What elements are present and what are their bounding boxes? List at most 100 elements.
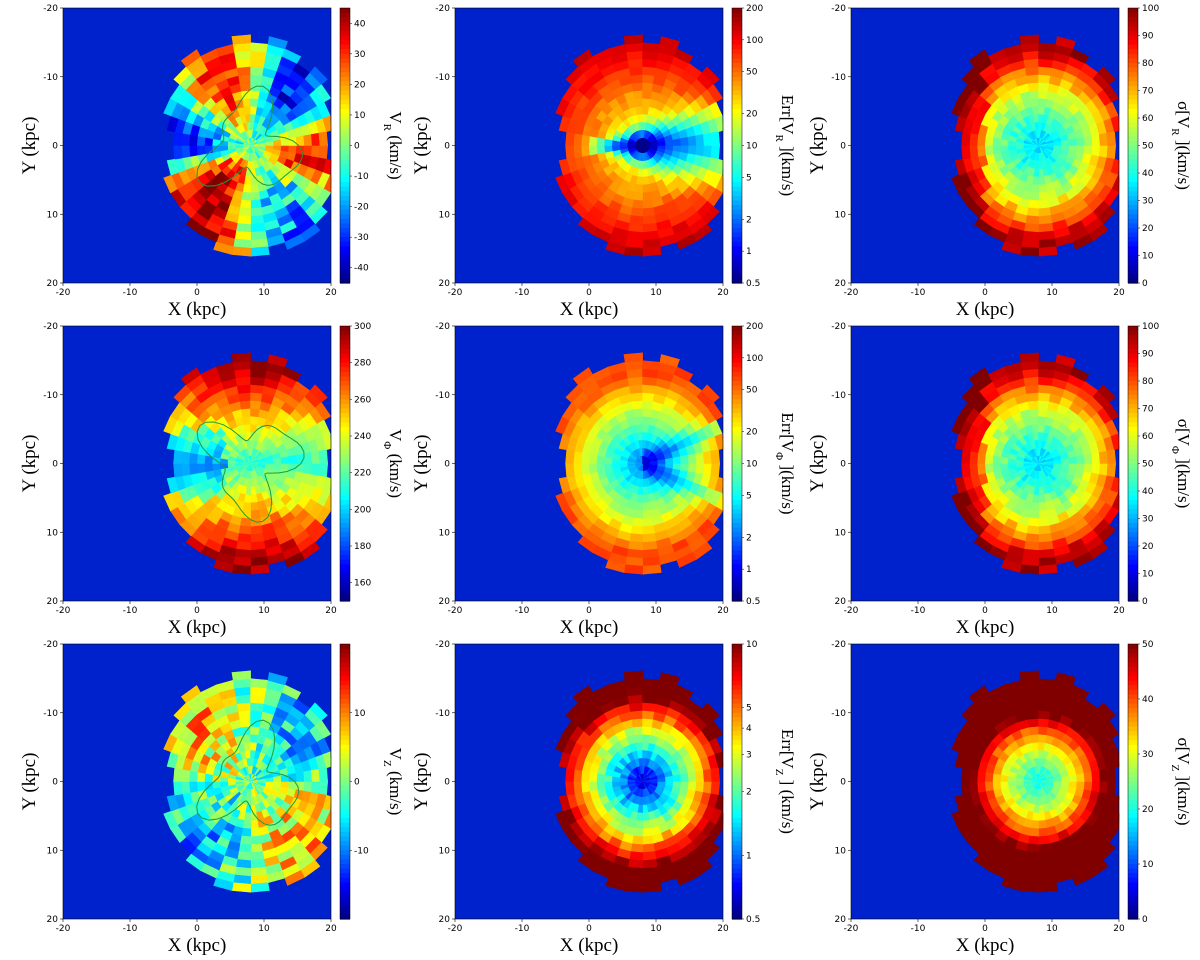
- colorbar-segment: [732, 458, 742, 465]
- contour-line: [196, 85, 303, 187]
- x-tick-label: -10: [123, 606, 138, 616]
- y-tick-label: -10: [831, 73, 846, 83]
- colorbar-segment: [340, 335, 350, 341]
- heatmap-cell: [695, 134, 705, 146]
- heatmap-cell: [188, 452, 198, 464]
- colorbar-segment: [340, 772, 350, 778]
- heatmap-cell: [1026, 843, 1039, 854]
- heatmap-cell: [672, 456, 682, 464]
- heatmap-cell: [250, 494, 258, 504]
- heatmap-cell: [1103, 84, 1120, 103]
- colorbar-segment: [340, 154, 350, 160]
- heatmap-cell: [603, 781, 613, 789]
- x-tick-label: 10: [1046, 288, 1058, 298]
- heatmap-cell: [968, 768, 979, 782]
- y-tick-label: -10: [435, 73, 450, 83]
- colorbar-tick-label: 50: [1142, 640, 1154, 650]
- colorbar-tick-label: -10: [354, 846, 369, 856]
- heatmap-cell: [1038, 207, 1051, 218]
- colorbar-segment: [340, 163, 350, 170]
- colorbar-segment: [340, 260, 350, 266]
- colorbar-segment: [1128, 426, 1138, 433]
- heatmap-cell: [250, 42, 269, 53]
- colorbar-segment: [732, 255, 742, 261]
- heatmap-cell: [1026, 207, 1039, 218]
- colorbar-segment: [1128, 504, 1138, 510]
- x-tick-label: -20: [448, 924, 463, 934]
- colorbar-segment: [340, 680, 350, 686]
- heatmap-cell: [1106, 781, 1117, 796]
- colorbar-segment: [1128, 891, 1138, 897]
- colorbar-segment: [1128, 362, 1138, 368]
- colorbar-segment: [732, 228, 742, 234]
- colorbar-segment: [1128, 35, 1138, 41]
- heatmap-cell: [630, 73, 643, 84]
- colorbar-segment: [340, 168, 350, 174]
- heatmap-cell: [976, 770, 986, 782]
- heatmap-cell: [565, 781, 575, 796]
- colorbar-segment: [1128, 85, 1138, 92]
- colorbar-segment: [1128, 536, 1138, 543]
- colorbar-tick-label: 220: [354, 469, 371, 479]
- heatmap-cell: [239, 517, 251, 528]
- colorbar-segment: [1128, 472, 1138, 478]
- heatmap-cell: [623, 882, 643, 893]
- colorbar-segment: [1128, 449, 1138, 455]
- heatmap-cell: [309, 702, 328, 721]
- colorbar-segment: [732, 582, 742, 588]
- colorbar-segment: [732, 555, 742, 561]
- colorbar-segment: [1128, 131, 1138, 137]
- heatmap-cell: [303, 134, 313, 146]
- colorbar-segment: [1128, 136, 1138, 142]
- heatmap-cell: [1038, 42, 1057, 53]
- colorbar-segment: [1128, 399, 1138, 405]
- colorbar-segment: [732, 486, 742, 492]
- colorbar-segment: [1128, 335, 1138, 341]
- heatmap-cell: [1031, 423, 1039, 433]
- x-tick-label: -10: [911, 924, 926, 934]
- heatmap-cell: [642, 215, 657, 225]
- colorbar-segment: [340, 509, 350, 515]
- heatmap-cell: [267, 354, 288, 368]
- colorbar-segment: [732, 804, 742, 810]
- heatmap-cell: [284, 234, 305, 250]
- colorbar-segment: [340, 26, 350, 32]
- heatmap-cell: [603, 145, 613, 153]
- x-tick-label: -20: [448, 288, 463, 298]
- heatmap-cell: [1038, 517, 1050, 528]
- colorbar-segment: [1128, 182, 1138, 188]
- y-tick-label: -10: [43, 391, 58, 401]
- colorbar-segment: [340, 90, 350, 96]
- heatmap-cell: [1038, 678, 1057, 689]
- heatmap-cell: [188, 145, 198, 157]
- colorbar-segment: [340, 145, 350, 151]
- heatmap-cell: [968, 132, 979, 146]
- colorbar-segment: [340, 854, 350, 861]
- colorbar-segment: [1128, 367, 1138, 373]
- heatmap-cell: [642, 176, 650, 186]
- heatmap-cell: [196, 145, 206, 156]
- colorbar-segment: [1128, 708, 1138, 714]
- heatmap-cell: [310, 132, 321, 146]
- heatmap-cell: [1027, 399, 1039, 410]
- colorbar-segment: [732, 587, 742, 593]
- x-tick-label: 20: [325, 288, 337, 298]
- colorbar-segment: [340, 877, 350, 883]
- heatmap-cell: [628, 851, 643, 861]
- y-tick-label: 0: [444, 460, 450, 470]
- colorbar-segment: [732, 850, 742, 856]
- heatmap-cell: [250, 66, 265, 76]
- heatmap-cell: [659, 354, 680, 368]
- colorbar-segment: [340, 591, 350, 598]
- colorbar-segment: [732, 177, 742, 183]
- colorbar-segment: [340, 699, 350, 705]
- heatmap-cell: [961, 463, 971, 478]
- colorbar-segment: [1128, 436, 1138, 442]
- colorbar-segment: [340, 131, 350, 137]
- colorbar-segment: [340, 495, 350, 501]
- colorbar-segment: [732, 749, 742, 755]
- colorbar-segment: [1128, 26, 1138, 32]
- heatmap-cell: [250, 399, 262, 410]
